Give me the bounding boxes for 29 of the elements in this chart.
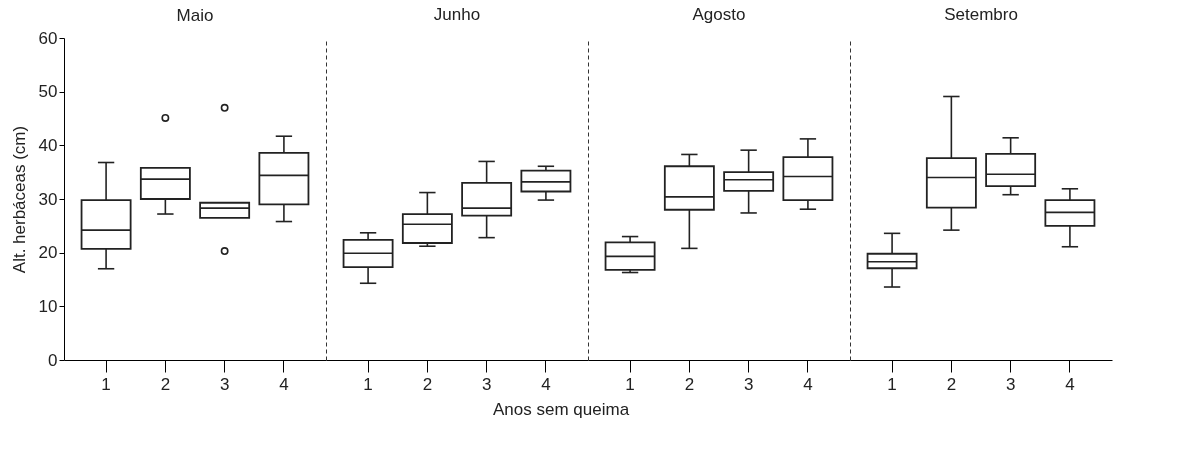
x-tick-label: 2	[946, 374, 957, 394]
x-tick-label: 2	[684, 374, 695, 394]
y-tick-label: 50	[38, 82, 58, 102]
x-tick-label: 1	[363, 374, 373, 394]
x-tick-label: 3	[743, 374, 754, 394]
y-tick-label: 10	[38, 296, 58, 316]
x-tick-label: 3	[219, 374, 230, 394]
x-tick-label: 1	[887, 374, 897, 394]
x-axis-title: Anos sem queima	[493, 400, 630, 419]
chart-title: Agosto	[692, 5, 746, 24]
x-tick-label: 4	[279, 374, 289, 394]
y-tick-label: 0	[48, 350, 58, 370]
y-tick-label: 20	[38, 243, 58, 263]
chart-title: Junho	[433, 5, 481, 24]
x-tick-label: 4	[1065, 374, 1075, 394]
x-tick-label: 1	[625, 374, 635, 394]
x-tick-label: 2	[160, 374, 171, 394]
x-tick-label: 3	[481, 374, 492, 394]
y-tick-label: 30	[38, 189, 58, 209]
chart-title: Setembro	[944, 5, 1018, 24]
x-tick-label: 4	[803, 374, 813, 394]
y-tick-label: 40	[38, 135, 58, 155]
y-tick-label: 60	[38, 28, 58, 48]
chart-title: Maio	[176, 6, 214, 25]
y-axis-title: Alt. herbáceas (cm)	[9, 125, 29, 274]
x-tick-label: 2	[422, 374, 433, 394]
x-tick-label: 4	[541, 374, 551, 394]
x-tick-label: 3	[1005, 374, 1016, 394]
x-tick-label: 1	[101, 374, 111, 394]
